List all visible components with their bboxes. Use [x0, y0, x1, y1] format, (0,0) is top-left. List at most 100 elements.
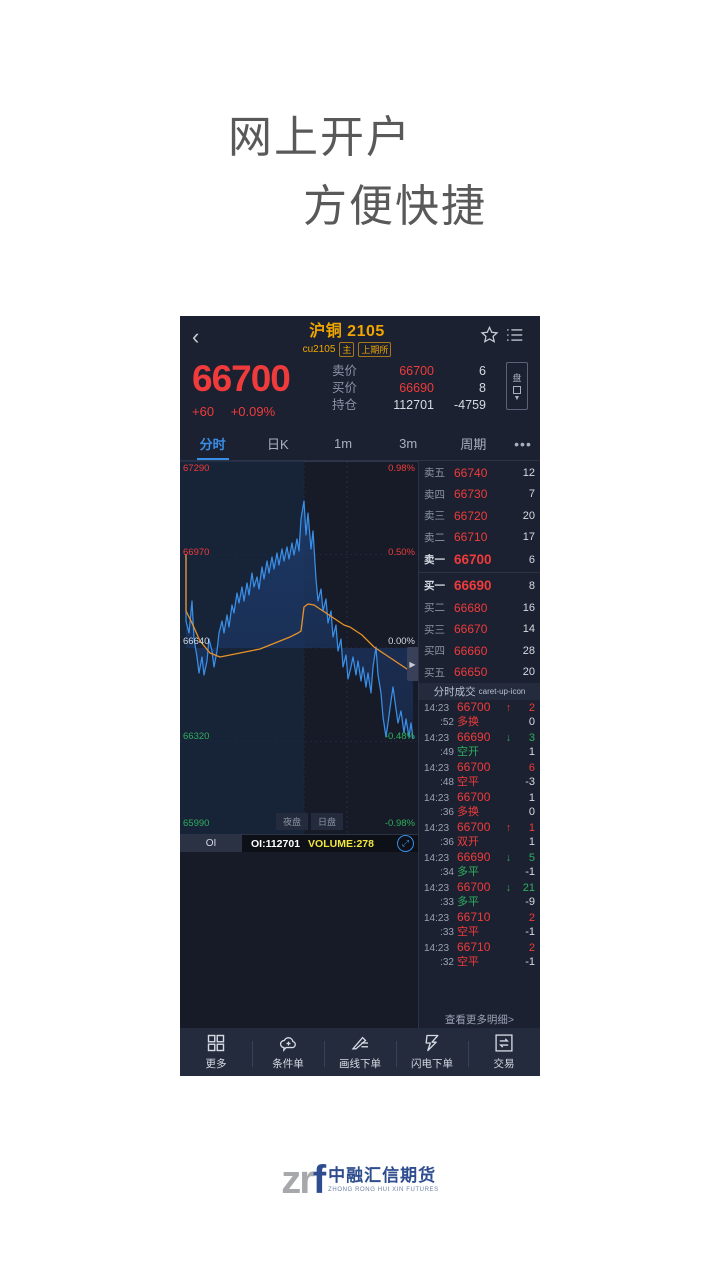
quote-block: 66700 +60 +0.09% 卖价 66700 6 买价 66690 8 持…	[180, 358, 540, 427]
ask-label: 卖四	[424, 488, 445, 501]
ticks-list[interactable]: 14:23 66700 ↑ 2 :52 多换 0 14:23 66690 ↓ 3 :49 空开 1 …	[419, 700, 540, 1010]
tick-arrow-icon: ↑	[505, 822, 511, 834]
period-tabs: 分时 日K 1m 3m 周期 •••	[180, 427, 540, 461]
tick-item[interactable]: 14:23 66690 ↓ 5 :34 多平 -1	[419, 850, 540, 880]
quote-row-label: 卖价	[332, 364, 358, 378]
tick-item[interactable]: 14:23 66690 ↓ 3 :49 空开 1	[419, 730, 540, 760]
cloud-plus-icon	[278, 1033, 299, 1053]
bid-label: 买三	[424, 623, 445, 636]
bid-price: 66650	[454, 665, 488, 680]
bid-qty: 8	[528, 579, 535, 592]
logo-mark-zr: zr	[281, 1158, 315, 1202]
bid-row[interactable]: 买二 66680 16	[419, 597, 540, 619]
bid-row[interactable]: 买三 66670 14	[419, 619, 540, 641]
tab-3m[interactable]: 3m	[399, 436, 418, 451]
tick-item[interactable]: 14:23 66710 2 :33 空平 -1	[419, 910, 540, 940]
session-night[interactable]: 夜盘	[276, 813, 309, 830]
tick-time: 14:23	[424, 853, 450, 864]
tick-sec: :52	[440, 716, 454, 728]
tick-volume: 3	[528, 732, 535, 744]
orderbook-toggle-button[interactable]: 盘 ▼	[506, 362, 528, 410]
bid-label: 买二	[424, 602, 445, 615]
bid-price: 66660	[454, 643, 488, 658]
tick-item[interactable]: 14:23 66700 ↑ 1 :36 双开 1	[419, 820, 540, 850]
ticks-title: 分时成交	[433, 686, 476, 698]
tick-item[interactable]: 14:23 66700 ↓ 21 :33 多平 -9	[419, 880, 540, 910]
quote-row-label: 持仓	[332, 398, 358, 412]
bid-qty: 20	[522, 666, 535, 679]
tick-price: 66700	[457, 700, 491, 714]
price-chart[interactable]: 67290 0.98% 66970 0.50% 66640 0.00% 6632…	[180, 461, 418, 835]
ask-price: 66740	[454, 465, 488, 480]
tick-time: 14:23	[424, 793, 450, 804]
drag-handle-icon[interactable]: ▶	[407, 647, 418, 681]
ask-label: 卖二	[424, 531, 445, 544]
ask-qty: 6	[528, 553, 535, 566]
ask-price: 66730	[454, 487, 488, 502]
session-toggle[interactable]: 夜盘 日盘	[276, 813, 344, 830]
tick-volume: 2	[528, 942, 535, 954]
caret-up-icon: caret-up-icon	[478, 687, 526, 696]
toolbar-item-draw-order[interactable]: 画线下单	[324, 1033, 396, 1071]
tab-dayk[interactable]: 日K	[266, 437, 289, 452]
ticks-header[interactable]: 分时成交 caret-up-icon	[419, 683, 540, 700]
tick-item[interactable]: 14:23 66700 1 :36 多换 0	[419, 790, 540, 820]
tick-position: 1	[528, 745, 535, 758]
tick-position: 0	[528, 805, 535, 818]
tick-sec: :36	[440, 806, 454, 818]
tick-kind: 空平	[457, 925, 479, 938]
ask-row[interactable]: 卖四 66730 7	[419, 484, 540, 506]
ask-row[interactable]: 卖三 66720 20	[419, 505, 540, 527]
bid-qty: 14	[522, 623, 535, 636]
tick-kind: 空开	[457, 745, 479, 758]
ask-label: 卖三	[424, 510, 445, 523]
tick-sec: :33	[440, 926, 454, 938]
toolbar-item-trade[interactable]: 交易	[468, 1033, 540, 1071]
session-day[interactable]: 日盘	[311, 813, 344, 830]
indicator-bar: OI OI:112701 VOLUME:278 ⤢	[180, 835, 418, 852]
tab-more-icon[interactable]: •••	[514, 435, 532, 452]
volume-value-label: VOLUME:278	[308, 837, 374, 850]
indicator-selector-button[interactable]: OI	[180, 835, 242, 852]
bid-qty: 28	[522, 644, 535, 657]
star-icon[interactable]	[476, 325, 502, 349]
bid-row-best[interactable]: 买一 66690 8	[419, 574, 540, 597]
tick-item[interactable]: 14:23 66700 6 :48 空平 -3	[419, 760, 540, 790]
bid-row[interactable]: 买五 66650 20	[419, 662, 540, 684]
tick-kind: 空平	[457, 775, 479, 788]
tick-price: 66710	[457, 910, 491, 924]
tick-position: -3	[525, 775, 535, 788]
tick-item[interactable]: 14:23 66710 2 :32 空平 -1	[419, 940, 540, 970]
view-more-detail-link[interactable]: 查看更多明细>	[444, 1013, 515, 1026]
ask-row[interactable]: 卖二 66710 17	[419, 527, 540, 549]
tick-sec: :49	[440, 746, 454, 758]
tick-kind: 多换	[457, 805, 479, 818]
bid-row[interactable]: 买四 66660 28	[419, 640, 540, 662]
quote-row: 买价 66690 8	[332, 380, 506, 397]
toolbar-item-more[interactable]: 更多	[180, 1033, 252, 1071]
tick-sec: :32	[440, 956, 454, 968]
toolbar-item-flash-order[interactable]: 闪电下单	[396, 1033, 468, 1071]
tick-item[interactable]: 14:23 66700 ↑ 2 :52 多换 0	[419, 700, 540, 730]
bid-price: 66680	[454, 600, 488, 615]
bid-label: 买五	[424, 666, 445, 679]
tick-kind: 多换	[457, 715, 479, 728]
ask-row[interactable]: 卖五 66740 12	[419, 462, 540, 484]
toolbar-label: 交易	[493, 1058, 515, 1070]
tab-1m[interactable]: 1m	[333, 436, 353, 451]
bid-label: 买一	[424, 580, 445, 592]
toolbar-item-condition-order[interactable]: 条件单	[252, 1033, 324, 1071]
tick-sec: :48	[440, 776, 454, 788]
back-icon[interactable]: ‹	[192, 324, 200, 349]
tick-position: 0	[528, 715, 535, 728]
expand-icon[interactable]: ⤢	[397, 835, 414, 852]
last-price: 66700	[192, 358, 291, 399]
ask-price: 66700	[454, 552, 492, 567]
quote-detail-list: 卖价 66700 6 买价 66690 8 持仓 112701 -4759	[332, 360, 506, 414]
tick-sec: :33	[440, 896, 454, 908]
instrument-title[interactable]: 沪铜 2105 cu2105 主 上期所	[218, 317, 476, 357]
ask-row-best[interactable]: 卖一 66700 6	[419, 548, 540, 571]
tab-fenshi[interactable]: 分时	[180, 427, 245, 460]
list-icon[interactable]	[502, 327, 528, 347]
tab-period[interactable]: 周期	[460, 437, 487, 452]
